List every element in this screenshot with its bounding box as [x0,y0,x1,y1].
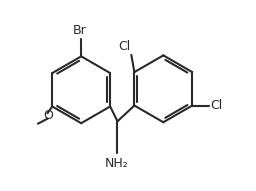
Text: Br: Br [72,24,86,37]
Text: Cl: Cl [210,99,223,112]
Text: Cl: Cl [119,40,131,53]
Text: O: O [43,108,53,122]
Text: NH₂: NH₂ [105,157,129,170]
